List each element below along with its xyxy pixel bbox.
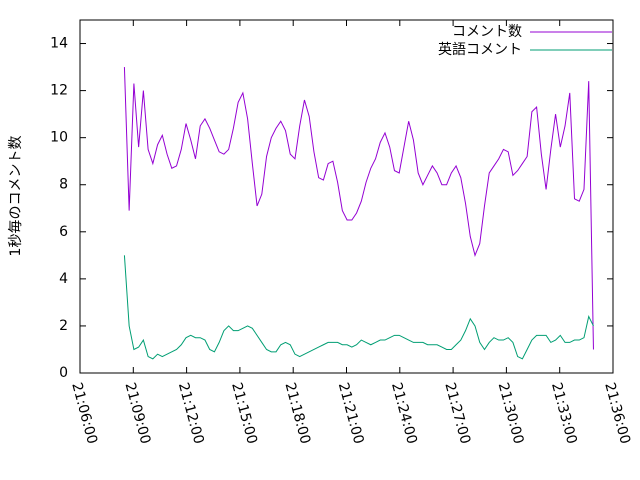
y-tick-label: 14 — [50, 36, 68, 52]
y-tick-label: 10 — [50, 130, 68, 146]
x-tick-label: 21:24:00 — [388, 381, 420, 446]
y-tick-label: 12 — [50, 83, 68, 99]
y-tick-label: 0 — [59, 365, 68, 381]
y-axis-label: 1秒毎のコメント数 — [8, 136, 24, 257]
y-tick-label: 8 — [59, 177, 68, 193]
x-tick-label: 21:21:00 — [335, 381, 367, 446]
x-tick-label: 21:27:00 — [441, 381, 473, 446]
y-tick-label: 2 — [59, 318, 68, 334]
x-tick-label: 21:06:00 — [68, 381, 100, 446]
x-tick-label: 21:33:00 — [548, 381, 580, 446]
x-tick-label: 21:15:00 — [228, 381, 260, 446]
plot-border — [79, 19, 614, 374]
x-tick-label: 21:30:00 — [495, 381, 527, 446]
y-tick-label: 4 — [59, 271, 68, 287]
series-line — [123, 255, 594, 360]
legend-label: 英語コメント — [438, 41, 522, 58]
series-line — [123, 67, 594, 350]
x-tick-label: 21:09:00 — [122, 381, 154, 446]
x-tick-label: 21:12:00 — [175, 381, 207, 446]
x-tick-label: 21:36:00 — [601, 381, 633, 446]
y-tick-label: 6 — [59, 224, 68, 240]
legend-label: コメント数 — [452, 24, 522, 40]
x-tick-label: 21:18:00 — [281, 381, 313, 446]
